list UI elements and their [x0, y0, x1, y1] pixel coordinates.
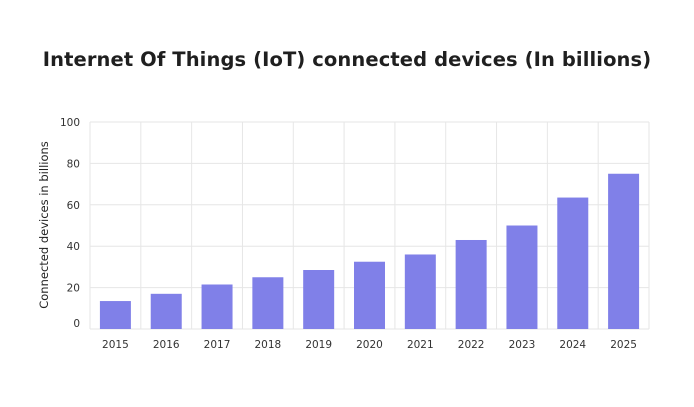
x-tick-label: 2024 — [559, 339, 586, 351]
x-tick-label: 2016 — [153, 339, 180, 351]
y-tick-label: 80 — [67, 158, 80, 170]
y-tick-label: 20 — [67, 283, 80, 295]
bar-2019 — [303, 270, 335, 329]
y-axis-title: Connected devices in billions — [37, 141, 51, 309]
x-tick-label: 2021 — [407, 339, 434, 351]
x-tick-label: 2023 — [509, 339, 536, 351]
chart-title: Internet Of Things (IoT) connected devic… — [42, 48, 652, 71]
x-tick-label: 2022 — [458, 339, 485, 351]
grid-lines — [89, 121, 650, 330]
bar-2015 — [99, 301, 131, 329]
y-tick-label: 40 — [67, 241, 80, 253]
x-tick-label: 2017 — [204, 339, 231, 351]
bar-2020 — [354, 261, 385, 329]
y-tick-label: 60 — [67, 200, 80, 212]
bar-2018 — [252, 277, 284, 329]
x-tick-label: 2018 — [254, 339, 281, 351]
bars — [99, 173, 640, 329]
x-tick-label: 2020 — [356, 339, 383, 351]
x-tick-label: 2015 — [102, 339, 129, 351]
x-tick-label: 2025 — [610, 339, 637, 351]
y-tick-label: 0 — [73, 318, 80, 330]
y-tick-labels: 0 20 40 60 80 100 — [60, 117, 80, 330]
bar-2023 — [506, 225, 538, 329]
bar-2022 — [455, 239, 487, 329]
bar-2025 — [608, 173, 640, 329]
bar-2024 — [557, 197, 589, 329]
bar-2016 — [150, 293, 182, 329]
bar-2021 — [404, 254, 436, 329]
x-tick-labels: 2015 2016 2017 2018 2019 2020 2021 2022 2023 2024… — [102, 339, 637, 351]
x-tick-label: 2019 — [305, 339, 332, 351]
y-tick-label: 100 — [60, 117, 80, 129]
bar-2017 — [201, 284, 233, 329]
